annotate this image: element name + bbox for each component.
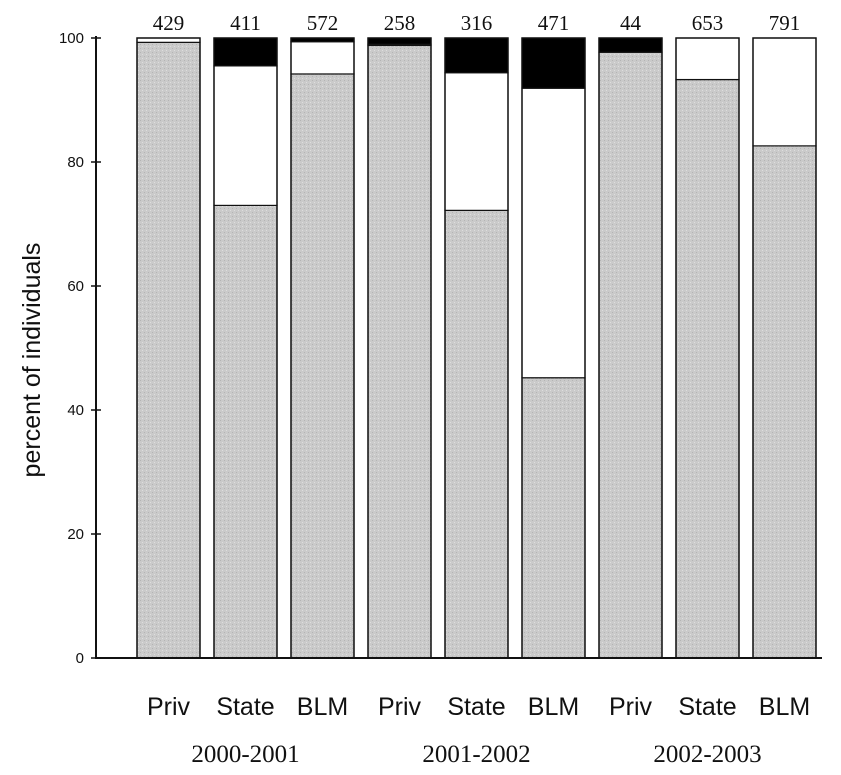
bars-layer <box>136 37 817 659</box>
category-label: Priv <box>609 693 653 721</box>
category-label: Priv <box>378 693 422 721</box>
bar-segment-3 <box>213 37 278 67</box>
group-labels: 2000-2001 2001-2002 2002-2003 <box>191 741 761 768</box>
bar-segment-1 <box>213 204 278 659</box>
bar-segment-1 <box>752 145 817 659</box>
bar-segment-2 <box>444 72 509 211</box>
bar-segment-2 <box>290 41 355 75</box>
count-label: 791 <box>769 11 801 35</box>
count-labels: 429 411 572 258 316 471 44 653 791 <box>153 11 801 35</box>
bar-segment-1 <box>290 73 355 659</box>
bar-segment-3 <box>367 37 432 45</box>
bar-segment-3 <box>598 37 663 53</box>
count-label: 429 <box>153 11 185 35</box>
category-label: State <box>447 693 505 721</box>
y-tick-label: 20 <box>67 526 84 543</box>
bar-segment-2 <box>752 37 817 147</box>
group-label: 2002-2003 <box>653 741 761 768</box>
category-label: State <box>678 693 736 721</box>
category-label: State <box>216 693 274 721</box>
count-label: 653 <box>692 11 724 35</box>
bar-segment-1 <box>521 377 586 659</box>
bar-segment-1 <box>598 51 663 659</box>
bar-segment-2 <box>521 87 586 379</box>
count-label: 44 <box>620 11 642 35</box>
y-tick-label: 40 <box>67 402 84 419</box>
count-label: 411 <box>230 11 261 35</box>
bar-segment-1 <box>136 41 201 659</box>
bar-segment-2 <box>675 37 740 81</box>
bar-segment-1 <box>367 44 432 659</box>
y-axis-title: percent of individuals <box>18 243 46 478</box>
category-label: BLM <box>759 693 810 721</box>
bar-segment-1 <box>675 78 740 659</box>
bar-segment-3 <box>444 37 509 74</box>
bar-segment-1 <box>444 209 509 659</box>
category-labels: Priv State BLM Priv State BLM Priv State BLM <box>147 693 810 721</box>
bar-segment-3 <box>521 37 586 89</box>
bar-segment-2 <box>213 65 278 207</box>
category-label: BLM <box>297 693 348 721</box>
group-label: 2000-2001 <box>191 741 299 768</box>
y-tick-label: 60 <box>67 278 84 295</box>
y-tick-label: 100 <box>59 30 84 47</box>
count-label: 258 <box>384 11 416 35</box>
group-label: 2001-2002 <box>422 741 530 768</box>
category-label: Priv <box>147 693 191 721</box>
count-label: 471 <box>538 11 570 35</box>
y-tick-label: 0 <box>76 650 84 667</box>
count-label: 316 <box>461 11 493 35</box>
y-ticks: 0 20 40 60 80 100 <box>59 30 101 667</box>
count-label: 572 <box>307 11 339 35</box>
y-tick-label: 80 <box>67 154 84 171</box>
category-label: BLM <box>528 693 579 721</box>
